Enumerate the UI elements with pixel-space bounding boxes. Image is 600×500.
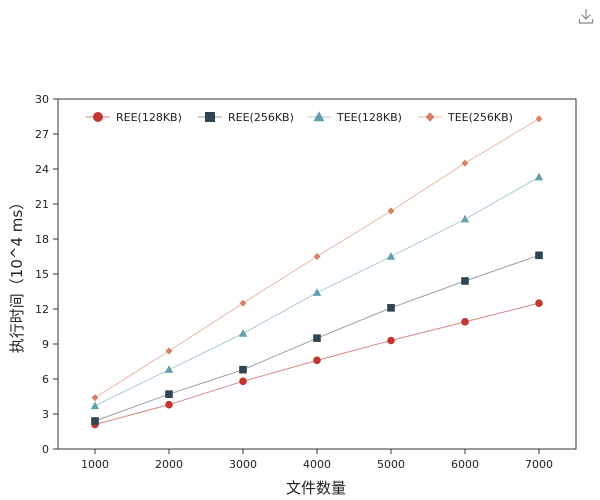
legend-item-3[interactable]: TEE(256KB) xyxy=(418,111,513,124)
data-point xyxy=(313,252,321,261)
data-point xyxy=(387,304,395,312)
y-tick-label: 15 xyxy=(35,268,49,281)
y-tick-label: 30 xyxy=(35,93,49,106)
x-tick-label: 7000 xyxy=(525,458,553,471)
data-point xyxy=(386,252,396,260)
data-point xyxy=(91,394,99,402)
series-0 xyxy=(91,299,543,429)
data-point xyxy=(461,318,469,326)
legend-marker xyxy=(205,112,215,122)
data-point xyxy=(313,356,321,365)
x-axis-title: 文件数量 xyxy=(286,479,346,497)
data-point xyxy=(164,365,174,373)
y-axis-title: 执行时间（10^4 ms） xyxy=(8,195,26,353)
plot-frame xyxy=(57,98,577,450)
legend-label: TEE(256KB) xyxy=(447,111,513,124)
data-point xyxy=(387,336,395,345)
legend-marker xyxy=(425,112,435,122)
data-point xyxy=(312,288,322,296)
data-point xyxy=(461,277,469,285)
download-icon xyxy=(578,9,594,24)
data-point xyxy=(461,159,469,167)
data-point xyxy=(238,329,248,337)
data-point xyxy=(535,251,543,260)
data-point xyxy=(239,377,247,386)
data-point xyxy=(535,299,543,307)
legend-marker xyxy=(93,112,103,122)
y-tick-label: 6 xyxy=(42,373,49,386)
y-tick-label: 21 xyxy=(35,198,49,211)
data-point xyxy=(91,417,99,425)
y-tick-label: 24 xyxy=(35,163,49,176)
data-point xyxy=(313,334,321,342)
y-tick-label: 9 xyxy=(42,338,49,351)
data-point xyxy=(387,207,395,215)
series-group xyxy=(90,115,544,429)
legend-item-2[interactable]: TEE(128KB) xyxy=(307,111,402,124)
data-point xyxy=(165,400,173,409)
x-tick-label: 6000 xyxy=(451,458,479,471)
legend[interactable]: REE(128KB) REE(256KB) TEE(128KB) TEE(256KB) xyxy=(86,111,513,124)
data-point xyxy=(90,401,100,410)
legend-label: TEE(128KB) xyxy=(336,111,402,124)
series-1 xyxy=(91,251,543,425)
y-tick-label: 18 xyxy=(35,233,49,246)
data-point xyxy=(165,390,173,398)
legend-label: REE(128KB) xyxy=(116,111,182,124)
axes xyxy=(53,98,577,454)
data-point xyxy=(534,172,544,181)
y-tick-label: 27 xyxy=(35,128,49,141)
x-tick-label: 2000 xyxy=(155,458,183,471)
legend-marker xyxy=(313,111,325,122)
y-tick-label: 3 xyxy=(42,408,49,421)
download-button[interactable] xyxy=(576,6,596,26)
data-point xyxy=(239,365,247,374)
data-point xyxy=(460,214,470,223)
legend-item-1[interactable]: REE(256KB) xyxy=(198,111,294,124)
series-2 xyxy=(90,172,544,410)
x-tick-label: 4000 xyxy=(303,458,331,471)
series-3 xyxy=(91,115,543,402)
x-tick-label: 5000 xyxy=(377,458,405,471)
data-point xyxy=(239,299,247,307)
data-point xyxy=(535,115,543,123)
legend-item-0[interactable]: REE(128KB) xyxy=(86,111,182,124)
x-tick-label: 3000 xyxy=(229,458,257,471)
tick-labels: 0 3 6 9 12 15 18 21 24 27 30 1000 2000 3000 4000 5000 60… xyxy=(35,93,553,471)
y-tick-label: 12 xyxy=(35,303,49,316)
x-tick-label: 1000 xyxy=(81,458,109,471)
data-point xyxy=(165,347,173,355)
legend-label: REE(256KB) xyxy=(228,111,294,124)
y-tick-label: 0 xyxy=(42,443,49,456)
